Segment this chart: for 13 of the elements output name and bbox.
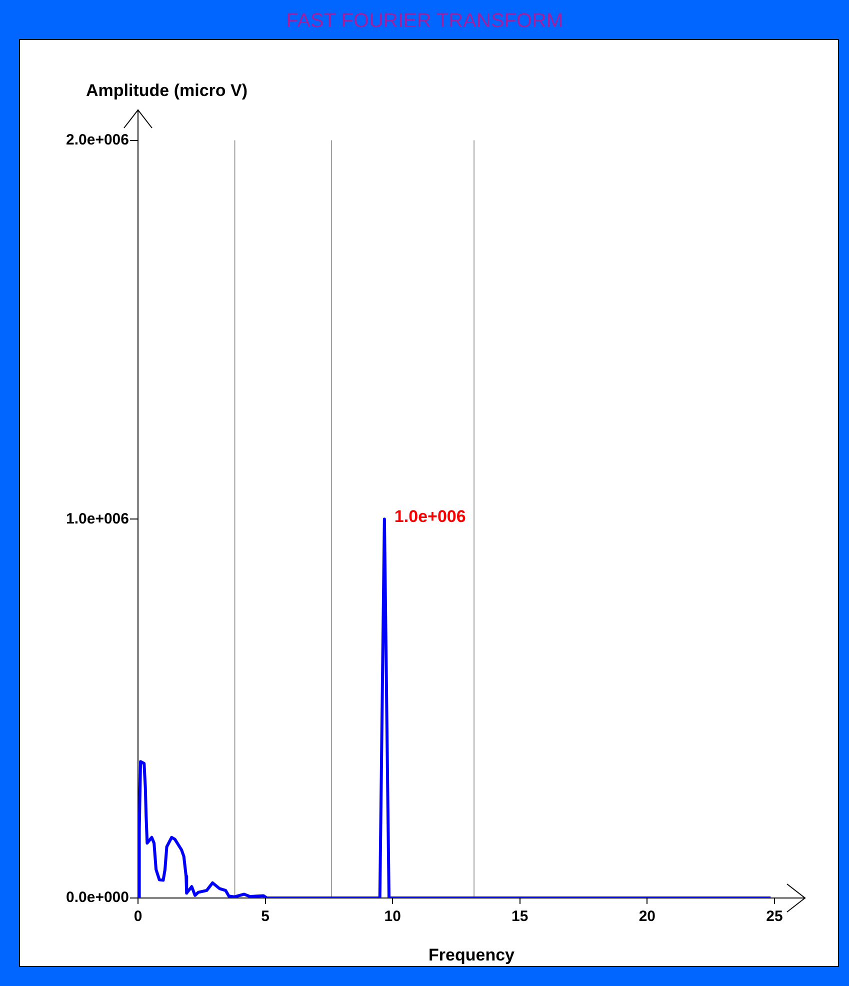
chart-title: FAST FOURIER TRANSFORM	[284, 10, 564, 33]
y-axis-title: Amplitude (micro V)	[86, 81, 248, 100]
x-tick-label: 10	[384, 908, 401, 926]
y-tick-label: 0.0e+000	[66, 889, 129, 906]
x-tick-label: 5	[261, 908, 270, 926]
annotation: 1.0e+006	[394, 506, 466, 526]
x-axis-title: Frequency	[428, 945, 516, 964]
x-tick-label: 20	[638, 908, 656, 926]
x-tick-label: 0	[134, 908, 142, 926]
y-tick-label: 1.0e+006	[66, 510, 129, 528]
x-tick-label: 25	[766, 908, 783, 926]
x-tick-label: 15	[512, 908, 528, 926]
y-tick-label: 2.0e+006	[66, 131, 129, 148]
